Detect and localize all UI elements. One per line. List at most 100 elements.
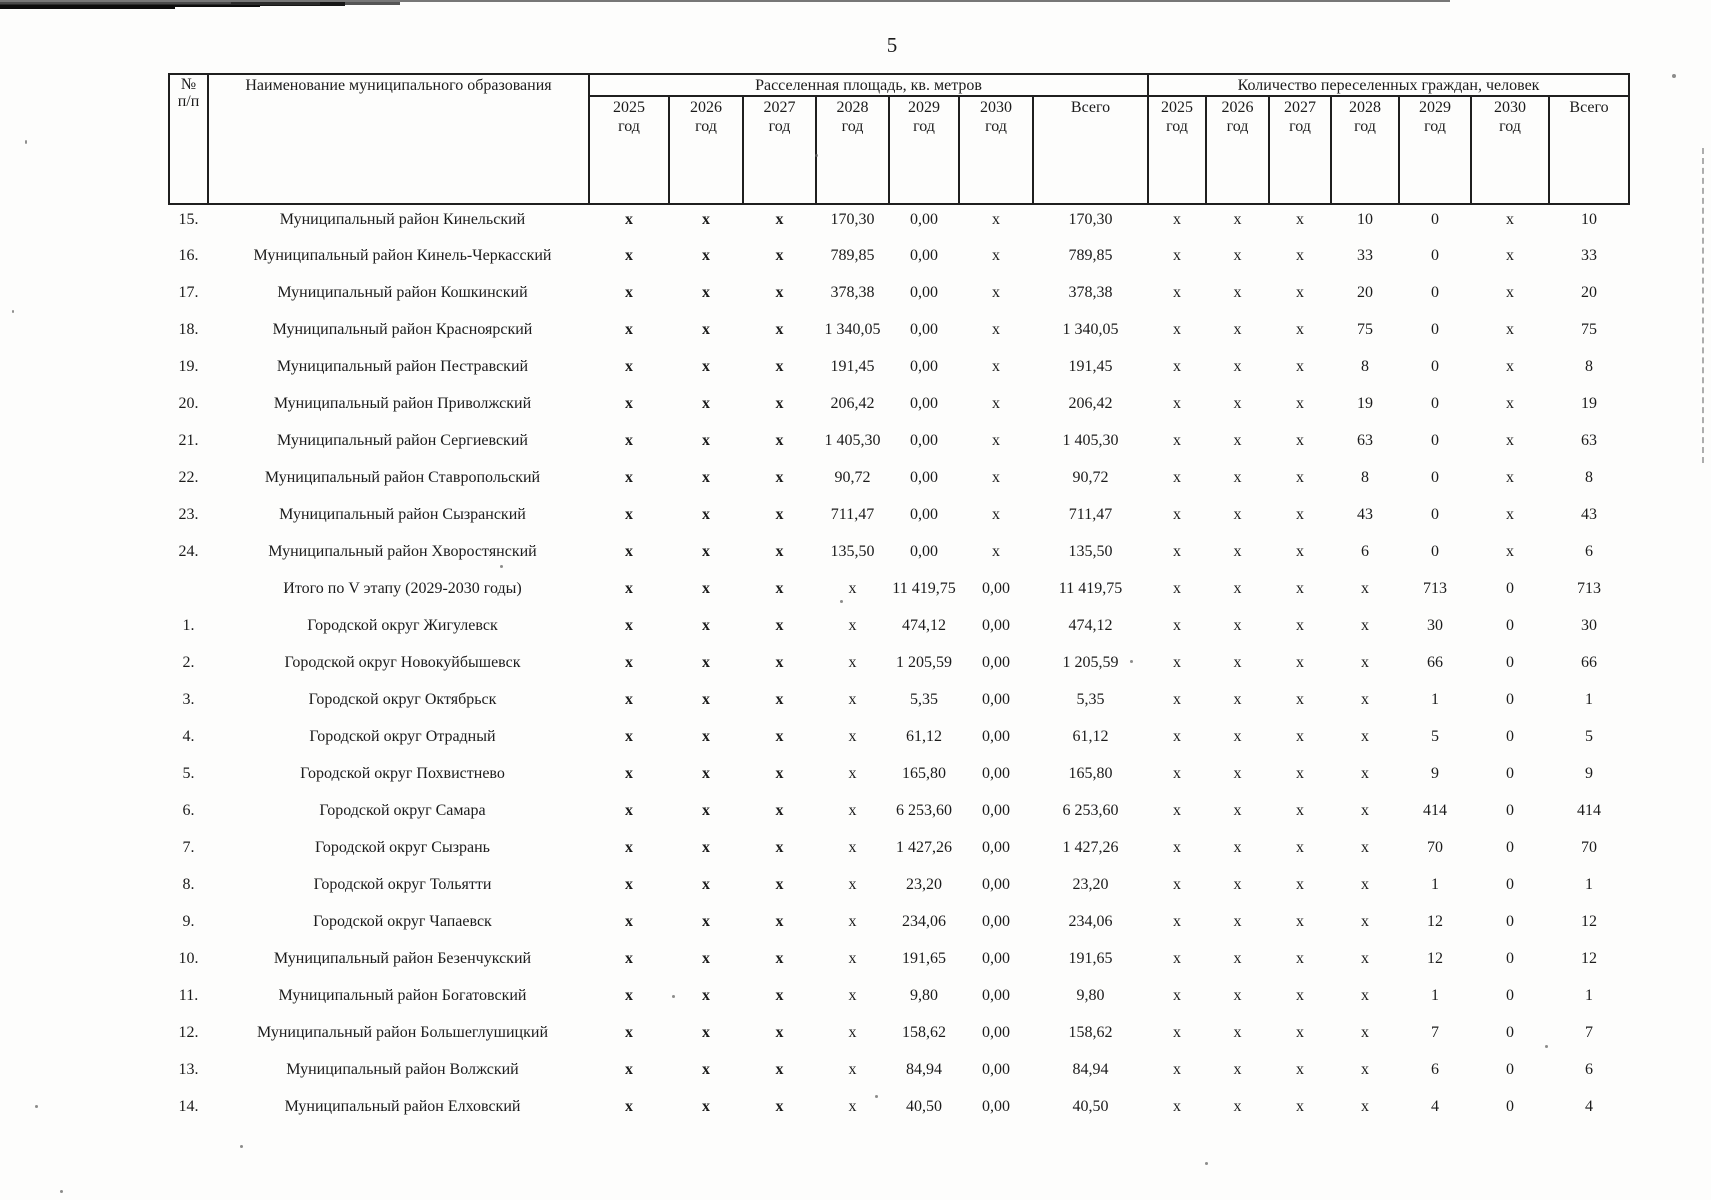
citizens-value: 30 [1581, 617, 1598, 634]
citizens-value: x [1296, 876, 1305, 893]
row-number: 24. [178, 543, 199, 560]
citizens-value: x [1296, 617, 1305, 634]
citizens-value: 0 [1506, 1098, 1515, 1115]
area-value: x [702, 913, 710, 930]
citizens-value: x [1173, 211, 1182, 228]
area-value: 789,85 [1068, 247, 1113, 264]
citizens-value: 0 [1431, 358, 1440, 375]
municipality-name: Городской округ Похвистнево [300, 765, 505, 782]
citizens-value: x [1173, 358, 1182, 375]
citizens-value: x [1296, 247, 1305, 264]
table-row: 1. Городской округ Жигулевск x x x x 474,12 0,0… [169, 611, 1629, 648]
citizens-value: 6 [1585, 543, 1594, 560]
citizens-value: 713 [1423, 580, 1448, 597]
row-number: 4. [182, 728, 195, 745]
area-value: 474,12 [902, 617, 946, 634]
citizens-value: 0 [1506, 691, 1515, 708]
citizens-value: 0 [1506, 617, 1515, 634]
area-value: 1 340,05 [1062, 321, 1119, 338]
row-number: 11. [178, 987, 199, 1004]
municipality-name: Городской округ Октябрьск [308, 691, 497, 708]
area-value: x [702, 506, 710, 523]
area-value: 0,00 [910, 543, 938, 560]
area-value: x [775, 802, 784, 819]
citizens-value: 33 [1357, 247, 1374, 264]
area-value: 61,12 [1072, 728, 1109, 745]
col-header-municipality: Наименование муниципального образования [207, 73, 590, 205]
citizens-value: x [1233, 728, 1242, 745]
area-value: 170,30 [830, 211, 875, 228]
col-header-citizens-year-2026: 2026 год [1205, 95, 1271, 205]
row-number: 16. [178, 247, 199, 264]
municipality-name: Городской округ Тольятти [313, 876, 492, 893]
table-row: 13. Муниципальный район Волжский x x x x 84,94… [169, 1055, 1629, 1092]
area-value: 158,62 [902, 1024, 946, 1041]
citizens-value: 0 [1506, 765, 1515, 782]
area-value: 234,06 [1068, 913, 1113, 930]
area-value: x [848, 876, 857, 893]
area-value: 158,62 [1068, 1024, 1113, 1041]
area-value: 23,20 [906, 876, 942, 893]
citizens-value: 0 [1506, 950, 1515, 967]
area-value: x [848, 617, 857, 634]
citizens-value: x [1296, 580, 1305, 597]
citizens-value: 70 [1427, 839, 1444, 856]
citizens-value: 713 [1577, 580, 1602, 597]
municipality-name: Городской округ Новокуйбышевск [284, 654, 521, 671]
citizens-value: x [1296, 654, 1305, 671]
area-value: x [848, 987, 857, 1004]
row-number: 7. [182, 839, 195, 856]
citizens-value: x [1173, 580, 1182, 597]
citizens-value: x [1296, 395, 1305, 412]
area-value: 711,47 [830, 506, 875, 523]
citizens-value: x [1506, 321, 1515, 338]
citizens-value: 0 [1431, 506, 1440, 523]
scan-speck [12, 310, 14, 313]
col-header-area-total: Всего [1031, 95, 1150, 205]
citizens-value: x [1233, 691, 1242, 708]
area-value: x [992, 284, 1000, 301]
area-value: 0,00 [910, 321, 938, 338]
citizens-value: x [1233, 765, 1242, 782]
col-header-citizens-total: Всего [1548, 95, 1631, 205]
area-value: x [702, 543, 710, 560]
citizens-value: x [1361, 765, 1370, 782]
citizens-value: x [1233, 469, 1242, 486]
citizens-value: x [1233, 247, 1242, 264]
citizens-value: 0 [1431, 432, 1440, 449]
citizens-value: 6 [1431, 1061, 1440, 1078]
municipality-name: Муниципальный район Хворостянский [268, 543, 537, 560]
area-value: x [848, 913, 857, 930]
citizens-value: x [1296, 358, 1305, 375]
area-value: x [625, 284, 633, 301]
area-value: 206,42 [1068, 395, 1113, 412]
citizens-value: 20 [1581, 284, 1598, 301]
col-header-area-year-2028: 2028 год [815, 95, 890, 205]
area-value: 0,00 [982, 691, 1010, 708]
row-number: 8. [182, 876, 195, 893]
scan-speck [1545, 1045, 1548, 1048]
citizens-value: x [1296, 728, 1305, 745]
citizens-value: x [1233, 876, 1242, 893]
citizens-value: x [1361, 1024, 1370, 1041]
area-value: 0,00 [982, 617, 1010, 634]
area-value: 0,00 [982, 1024, 1010, 1041]
area-value: 1 340,05 [824, 321, 881, 338]
citizens-value: x [1173, 1024, 1182, 1041]
row-number: 15. [178, 211, 199, 228]
citizens-value: x [1173, 654, 1182, 671]
area-value: 1 405,30 [1062, 432, 1119, 449]
area-value: 191,65 [902, 950, 946, 967]
citizens-value: x [1233, 654, 1242, 671]
municipality-name: Муниципальный район Сергиевский [277, 432, 528, 449]
area-value: x [848, 654, 857, 671]
col-header-num-line2: п/п [177, 93, 200, 110]
citizens-value: 8 [1585, 469, 1594, 486]
area-value: x [625, 839, 633, 856]
area-value: 474,12 [1068, 617, 1113, 634]
area-value: x [702, 321, 710, 338]
area-value: x [775, 247, 784, 264]
col-header-citizens-year-2028: 2028 год [1330, 95, 1401, 205]
citizens-value: 19 [1581, 395, 1598, 412]
area-value: x [625, 913, 633, 930]
